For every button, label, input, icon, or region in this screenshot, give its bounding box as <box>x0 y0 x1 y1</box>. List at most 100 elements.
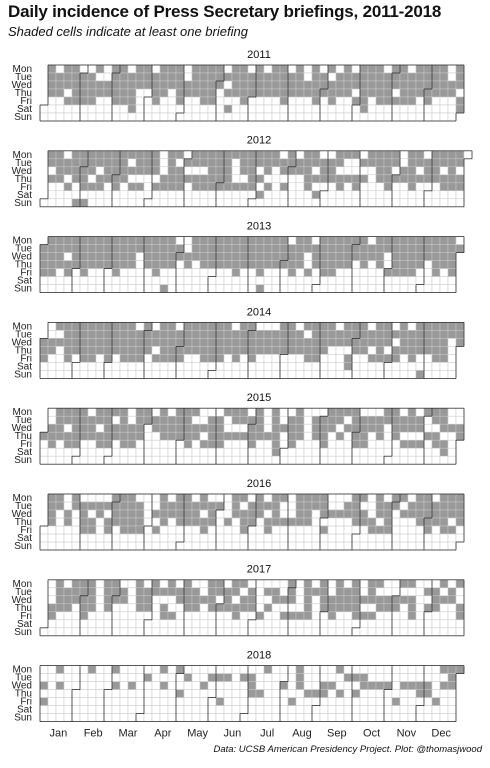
no-briefing-day-cell <box>319 354 329 363</box>
no-briefing-day-cell <box>239 268 249 277</box>
no-briefing-day-cell <box>255 96 265 106</box>
briefing-day-cell <box>119 64 129 74</box>
no-briefing-day-cell <box>47 665 57 674</box>
no-briefing-day-cell <box>455 533 465 543</box>
no-briefing-day-cell <box>415 665 425 674</box>
no-briefing-day-cell <box>391 322 401 331</box>
briefing-day-cell <box>55 244 65 253</box>
briefing-day-cell <box>247 322 257 331</box>
briefing-day-cell <box>183 431 193 441</box>
no-briefing-day-cell <box>375 190 385 200</box>
briefing-day-cell <box>167 330 177 339</box>
no-briefing-day-cell <box>151 673 161 682</box>
briefing-day-cell <box>247 88 257 98</box>
briefing-day-cell <box>135 330 145 339</box>
no-briefing-day-cell <box>391 533 401 543</box>
briefing-day-cell <box>367 252 377 261</box>
briefing-day-cell <box>399 268 409 277</box>
no-briefing-day-cell <box>175 190 185 200</box>
briefing-day-cell <box>439 509 449 519</box>
briefing-day-cell <box>399 236 409 245</box>
no-briefing-day-cell <box>87 509 97 519</box>
briefing-day-cell <box>255 174 265 184</box>
briefing-day-cell <box>399 80 409 90</box>
briefing-day-cell <box>71 198 81 208</box>
briefing-day-cell <box>351 673 361 682</box>
no-briefing-day-cell <box>95 198 105 208</box>
briefing-day-cell <box>151 244 161 253</box>
no-briefing-day-cell <box>383 447 393 457</box>
no-briefing-day-cell <box>455 525 465 535</box>
briefing-day-cell <box>87 330 97 339</box>
no-briefing-day-cell <box>247 455 257 465</box>
no-briefing-day-cell <box>47 112 57 122</box>
no-briefing-day-cell <box>223 665 233 674</box>
no-briefing-day-cell <box>335 627 345 637</box>
no-briefing-day-cell <box>399 284 409 293</box>
no-briefing-day-cell <box>127 276 137 285</box>
briefing-day-cell <box>351 439 361 449</box>
briefing-day-cell <box>383 182 393 192</box>
no-briefing-day-cell <box>95 455 105 465</box>
briefing-day-cell <box>391 158 401 168</box>
no-briefing-day-cell <box>439 276 449 285</box>
no-briefing-day-cell <box>119 627 129 637</box>
no-briefing-day-cell <box>311 104 321 114</box>
no-briefing-day-cell <box>311 455 321 465</box>
no-briefing-day-cell <box>367 619 377 629</box>
no-briefing-day-cell <box>407 697 417 706</box>
briefing-day-cell <box>415 439 425 449</box>
briefing-day-cell <box>367 72 377 82</box>
no-briefing-day-cell <box>191 166 201 176</box>
no-briefing-day-cell <box>375 627 385 637</box>
no-briefing-day-cell <box>423 150 433 160</box>
no-briefing-day-cell <box>351 533 361 543</box>
no-briefing-day-cell <box>167 447 177 457</box>
briefing-day-cell <box>263 431 273 441</box>
briefing-day-cell <box>351 517 361 527</box>
briefing-day-cell <box>71 150 81 160</box>
no-briefing-day-cell <box>103 64 113 74</box>
no-briefing-day-cell <box>423 439 433 449</box>
no-briefing-day-cell <box>183 112 193 122</box>
briefing-day-cell <box>383 603 393 613</box>
briefing-day-cell <box>455 174 465 184</box>
briefing-day-cell <box>311 431 321 441</box>
briefing-day-cell <box>127 493 137 503</box>
briefing-day-cell <box>359 423 369 433</box>
briefing-day-cell <box>359 252 369 261</box>
no-briefing-day-cell <box>359 190 369 200</box>
no-briefing-day-cell <box>415 268 425 277</box>
briefing-day-cell <box>439 330 449 339</box>
briefing-day-cell <box>247 603 257 613</box>
no-briefing-day-cell <box>327 362 337 371</box>
no-briefing-day-cell <box>271 627 281 637</box>
no-briefing-day-cell <box>159 455 169 465</box>
no-briefing-day-cell <box>191 611 201 621</box>
briefing-day-cell <box>71 330 81 339</box>
briefing-day-cell <box>151 330 161 339</box>
briefing-day-cell <box>143 150 153 160</box>
no-briefing-day-cell <box>383 284 393 293</box>
no-briefing-day-cell <box>79 190 89 200</box>
month-label: Apr <box>154 728 171 740</box>
no-briefing-day-cell <box>71 447 81 457</box>
no-briefing-day-cell <box>327 533 337 543</box>
no-briefing-day-cell <box>311 525 321 535</box>
no-briefing-day-cell <box>335 493 345 503</box>
no-briefing-day-cell <box>151 611 161 621</box>
briefing-day-cell <box>319 72 329 82</box>
briefing-day-cell <box>391 346 401 355</box>
briefing-day-cell <box>135 587 145 597</box>
briefing-day-cell <box>175 493 185 503</box>
briefing-day-cell <box>311 174 321 184</box>
no-briefing-day-cell <box>111 447 121 457</box>
no-briefing-day-cell <box>423 579 433 589</box>
briefing-day-cell <box>359 439 369 449</box>
briefing-day-cell <box>159 611 169 621</box>
no-briefing-day-cell <box>183 697 193 706</box>
briefing-day-cell <box>359 236 369 245</box>
no-briefing-day-cell <box>135 447 145 457</box>
no-briefing-day-cell <box>303 665 313 674</box>
briefing-day-cell <box>335 72 345 82</box>
